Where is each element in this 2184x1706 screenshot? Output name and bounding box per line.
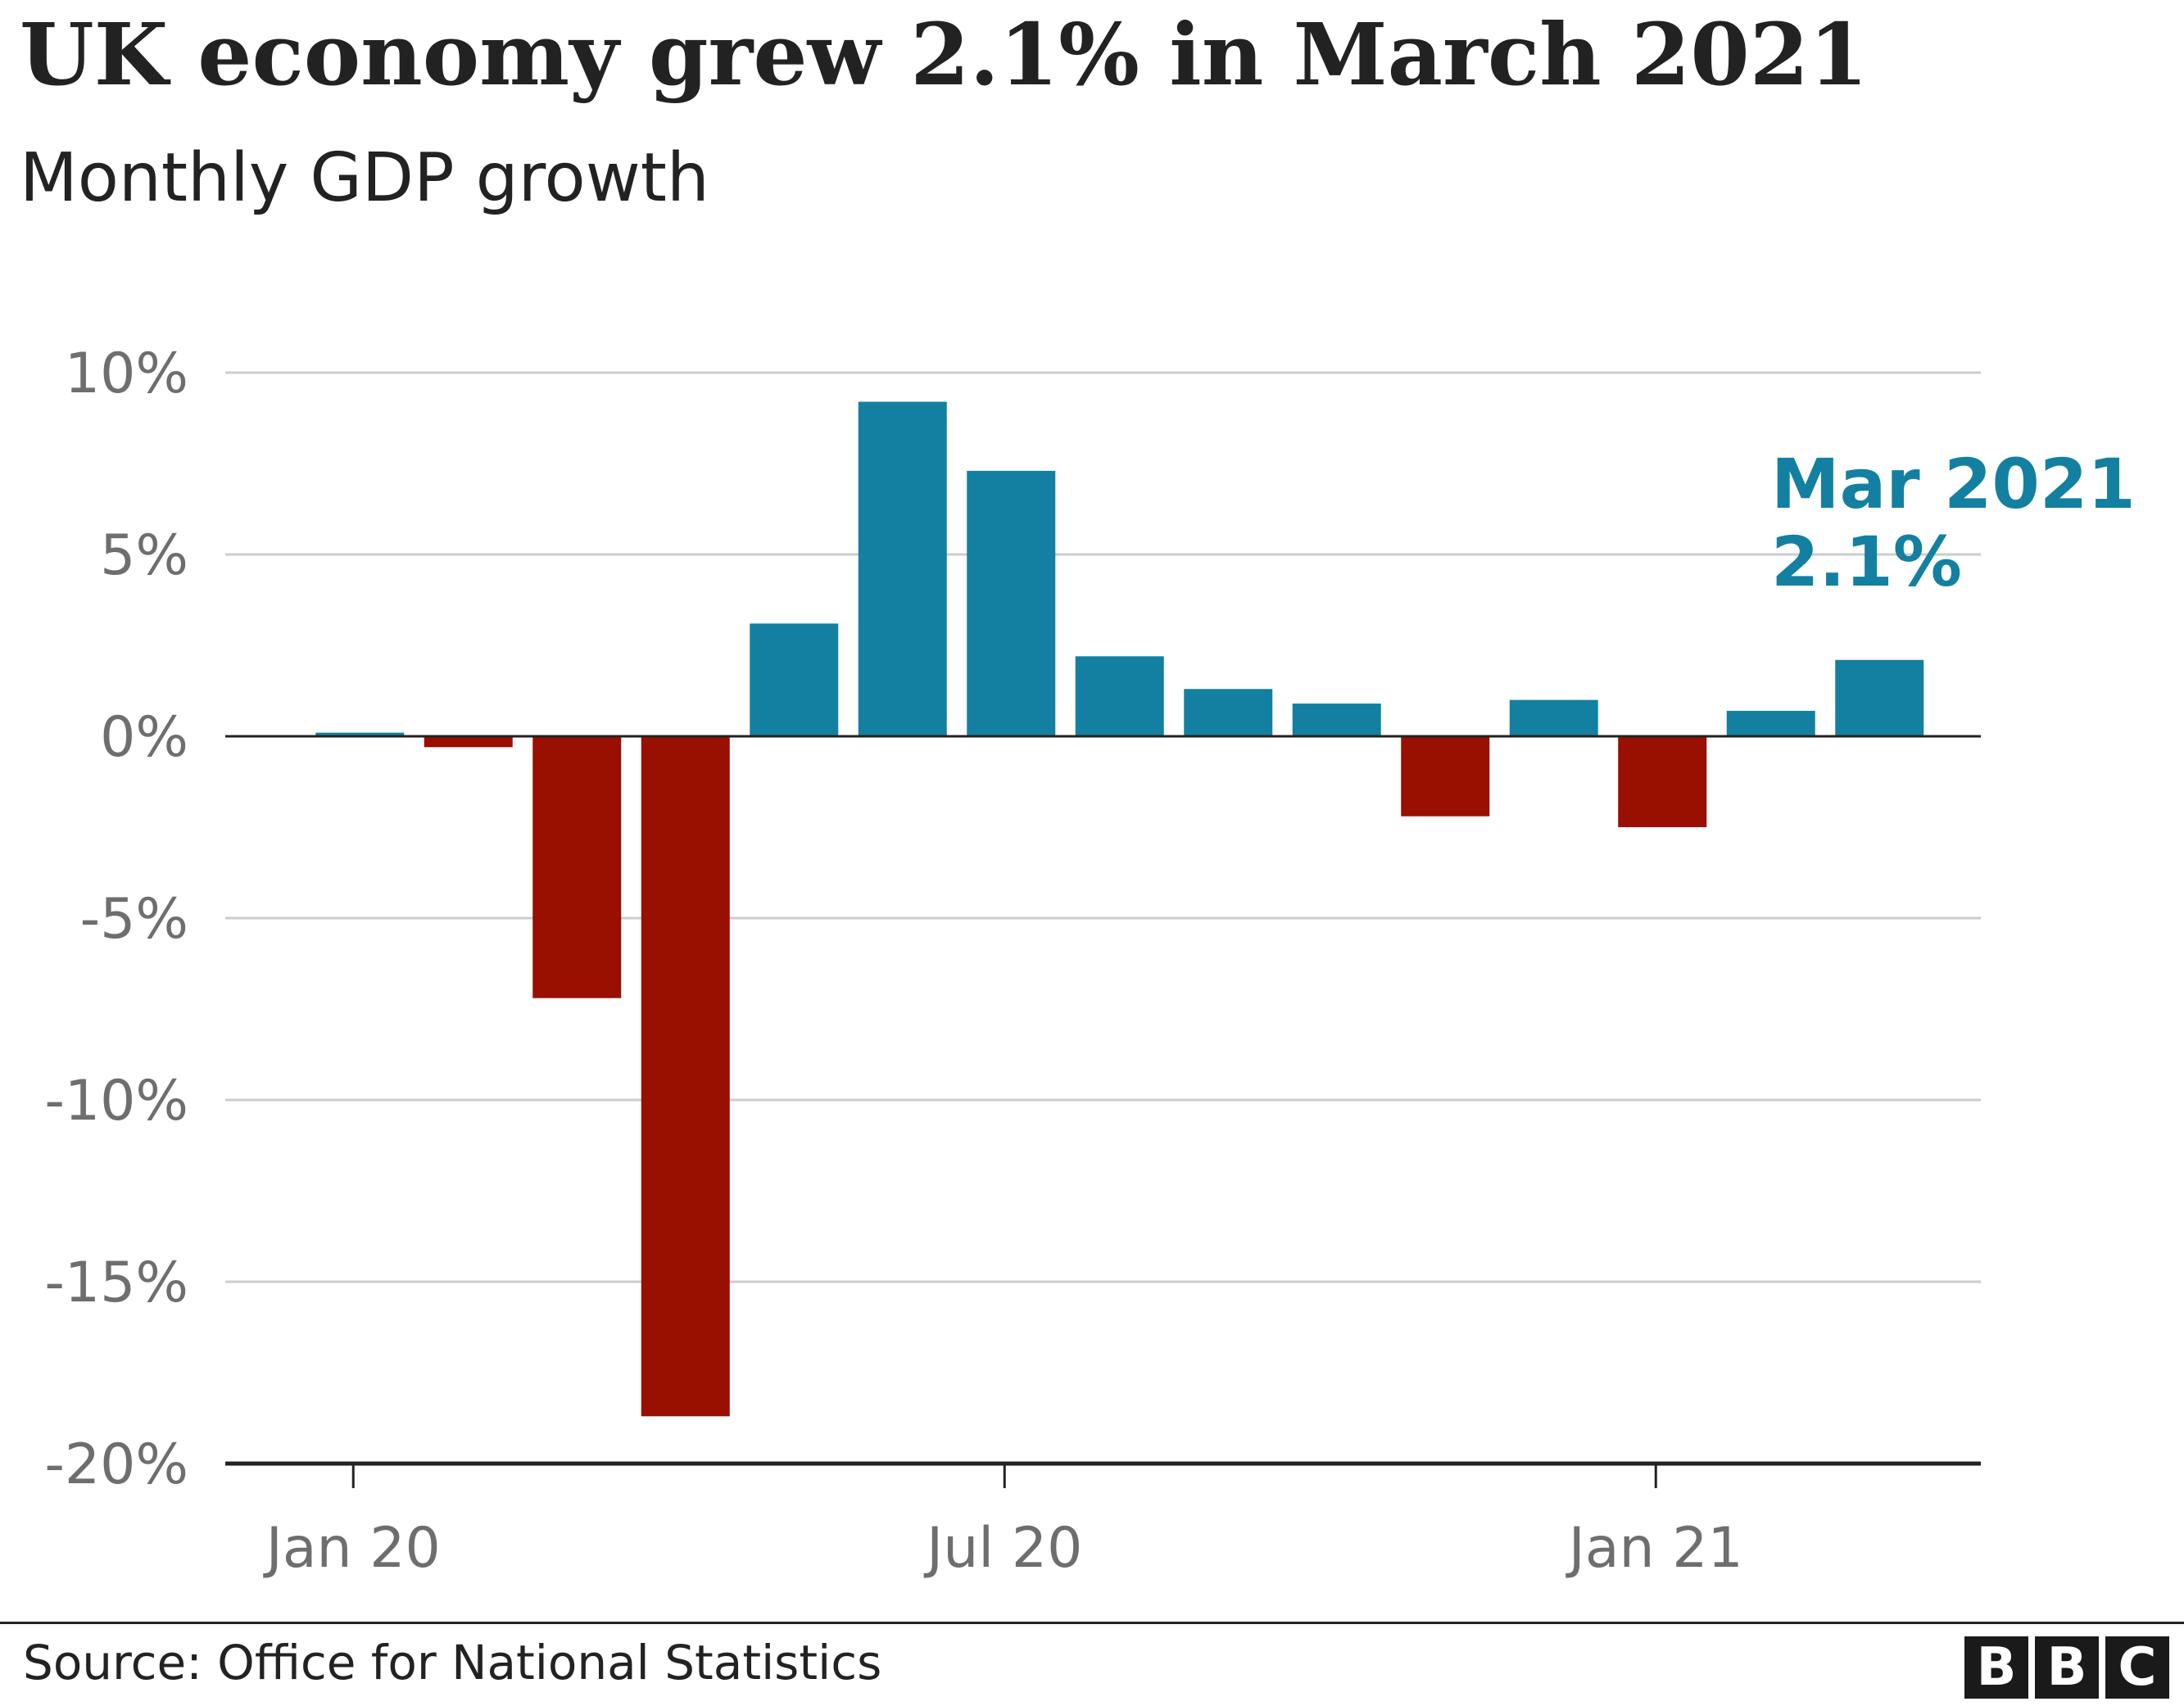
bar xyxy=(641,736,730,1417)
y-tick-label: -20% xyxy=(44,1432,188,1497)
bar xyxy=(967,470,1056,736)
logo-block: B xyxy=(1964,1636,2028,1699)
y-tick-label: -10% xyxy=(44,1069,188,1134)
footer-divider xyxy=(0,1622,2184,1624)
bar xyxy=(1726,710,1815,736)
bar xyxy=(750,623,839,736)
x-tick-label: Jan 21 xyxy=(1566,1516,1743,1581)
bar xyxy=(1618,736,1707,827)
bar-chart: 10% 5% 0% -5% -10% -15% -20% Jan 20 Jul 20 Jan 21… xyxy=(44,342,2136,1581)
chart-subtitle: Monthly GDP growth xyxy=(20,139,709,217)
bar xyxy=(1075,656,1164,736)
bar xyxy=(1835,659,1924,736)
logo-block: B xyxy=(2035,1636,2099,1699)
source-note: Source: Office for National Statistics xyxy=(23,1635,882,1690)
bar xyxy=(1184,689,1273,736)
bar xyxy=(1292,704,1381,736)
annotation-label: Mar 2021 xyxy=(1771,444,2136,524)
y-tick-label: -15% xyxy=(44,1251,188,1315)
chart-title: UK economy grew 2.1% in March 2021 xyxy=(20,4,1869,105)
bar xyxy=(424,736,513,748)
y-tick-label: 10% xyxy=(65,342,188,406)
y-tick-label: 5% xyxy=(100,523,188,588)
x-tick-label: Jul 20 xyxy=(923,1516,1082,1581)
x-tick-label: Jan 20 xyxy=(263,1516,441,1581)
bar xyxy=(532,736,622,998)
logo-block: C xyxy=(2105,1636,2169,1699)
annotation-label: 2.1% xyxy=(1771,522,1962,602)
bar xyxy=(315,732,405,736)
bar xyxy=(858,401,947,736)
bar xyxy=(1509,699,1598,736)
bar xyxy=(1401,736,1490,817)
y-tick-label: -5% xyxy=(80,887,188,952)
bbc-logo: B B C xyxy=(1964,1636,2169,1699)
y-tick-label: 0% xyxy=(100,705,188,770)
